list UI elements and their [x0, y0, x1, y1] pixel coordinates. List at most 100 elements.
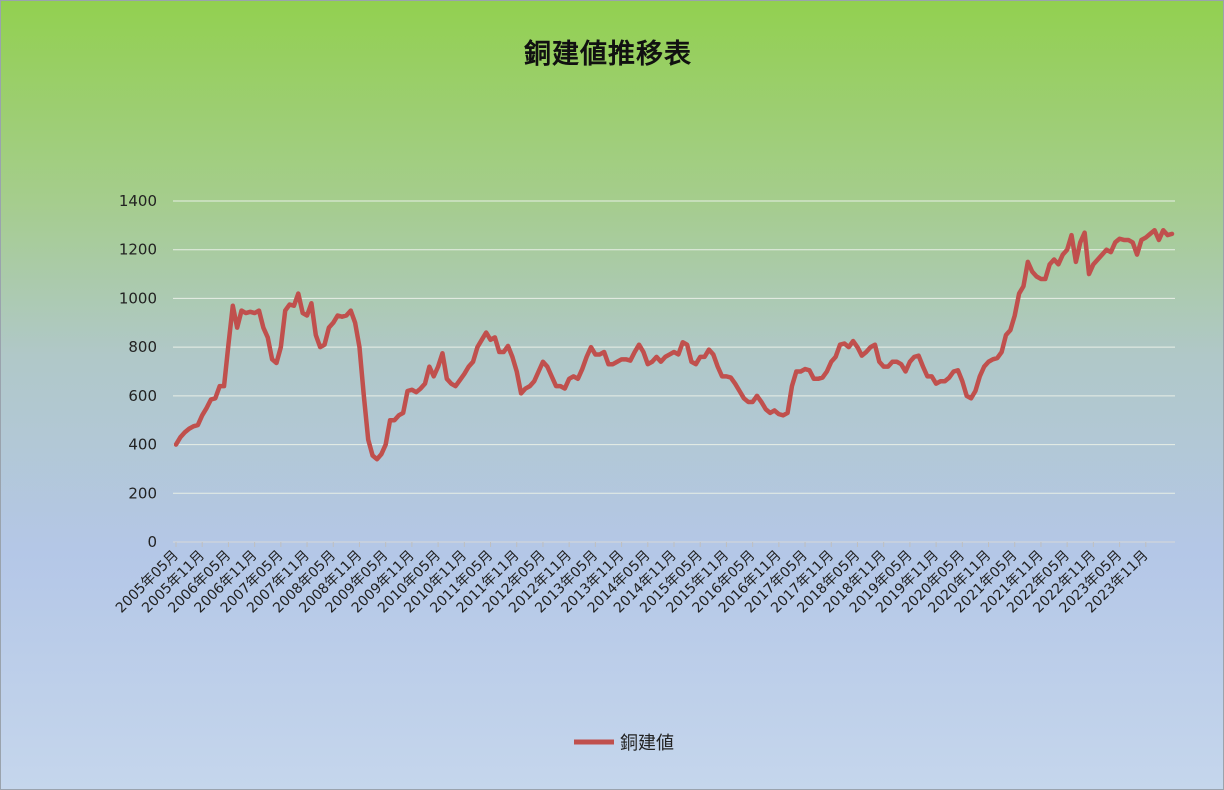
data-point	[176, 444, 177, 445]
data-point	[726, 376, 727, 377]
data-point	[831, 361, 832, 362]
data-point	[591, 347, 592, 348]
data-point	[927, 376, 928, 377]
data-point	[805, 369, 806, 370]
data-point	[853, 341, 854, 342]
data-point	[206, 408, 207, 409]
data-point	[752, 401, 753, 402]
data-point	[425, 383, 426, 384]
data-point	[643, 352, 644, 353]
data-point	[791, 386, 792, 387]
data-point	[1080, 242, 1081, 243]
data-point	[289, 304, 290, 305]
plot-area	[173, 227, 1175, 462]
data-point	[1006, 334, 1007, 335]
data-point	[656, 356, 657, 357]
data-point	[813, 378, 814, 379]
data-point	[433, 376, 434, 377]
data-point	[1158, 239, 1159, 240]
data-point	[896, 361, 897, 362]
data-point	[547, 366, 548, 367]
data-point	[459, 380, 460, 381]
data-point	[844, 343, 845, 344]
data-point	[612, 364, 613, 365]
data-point	[761, 401, 762, 402]
data-point	[350, 310, 351, 311]
data-point	[582, 369, 583, 370]
data-point	[446, 378, 447, 379]
chart-title: 銅建値推移表	[524, 38, 692, 70]
data-point	[778, 414, 779, 415]
data-point	[700, 356, 701, 357]
data-point	[848, 347, 849, 348]
data-point	[328, 327, 329, 328]
data-point	[975, 390, 976, 391]
data-point	[1145, 237, 1146, 238]
data-point	[914, 356, 915, 357]
data-point	[704, 356, 705, 357]
data-point	[1045, 278, 1046, 279]
data-point	[263, 327, 264, 328]
data-point	[625, 359, 626, 360]
y-tick-label: 800	[128, 338, 157, 356]
data-point	[621, 359, 622, 360]
data-point	[892, 361, 893, 362]
data-point	[442, 353, 443, 354]
data-point	[429, 366, 430, 367]
data-point	[743, 398, 744, 399]
data-point	[416, 392, 417, 393]
data-point	[394, 420, 395, 421]
data-point	[272, 359, 273, 360]
data-point	[634, 352, 635, 353]
data-point	[966, 395, 967, 396]
data-point	[730, 377, 731, 378]
data-point	[346, 315, 347, 316]
data-point	[285, 310, 286, 311]
data-point	[1128, 239, 1129, 240]
data-point	[342, 316, 343, 317]
data-point	[1093, 264, 1094, 265]
data-point	[355, 322, 356, 323]
y-tick-label: 200	[128, 484, 157, 502]
data-point	[957, 370, 958, 371]
data-point	[372, 455, 373, 456]
data-point	[1010, 330, 1011, 331]
data-point	[1163, 230, 1164, 231]
data-point	[1102, 254, 1103, 255]
data-point	[529, 386, 530, 387]
data-point	[1058, 264, 1059, 265]
data-point	[639, 344, 640, 345]
data-point	[770, 412, 771, 413]
data-point	[874, 344, 875, 345]
data-point	[237, 327, 238, 328]
data-point	[259, 310, 260, 311]
data-point	[870, 347, 871, 348]
data-point	[503, 352, 504, 353]
data-point	[809, 370, 810, 371]
data-point	[381, 454, 382, 455]
data-point	[599, 354, 600, 355]
data-point	[949, 377, 950, 378]
data-point	[1054, 259, 1055, 260]
data-point	[315, 334, 316, 335]
data-point	[905, 371, 906, 372]
data-point	[944, 381, 945, 382]
data-point	[219, 386, 220, 387]
data-point	[494, 337, 495, 338]
data-point	[879, 361, 880, 362]
y-tick-label: 0	[147, 533, 157, 551]
data-point	[1036, 276, 1037, 277]
data-point	[525, 388, 526, 389]
data-point	[1019, 293, 1020, 294]
data-point	[940, 381, 941, 382]
data-point	[604, 352, 605, 353]
data-point	[835, 356, 836, 357]
data-point	[647, 364, 648, 365]
data-point	[765, 409, 766, 410]
data-point	[464, 373, 465, 374]
data-point	[280, 347, 281, 348]
data-point	[1014, 315, 1015, 316]
data-point	[573, 376, 574, 377]
